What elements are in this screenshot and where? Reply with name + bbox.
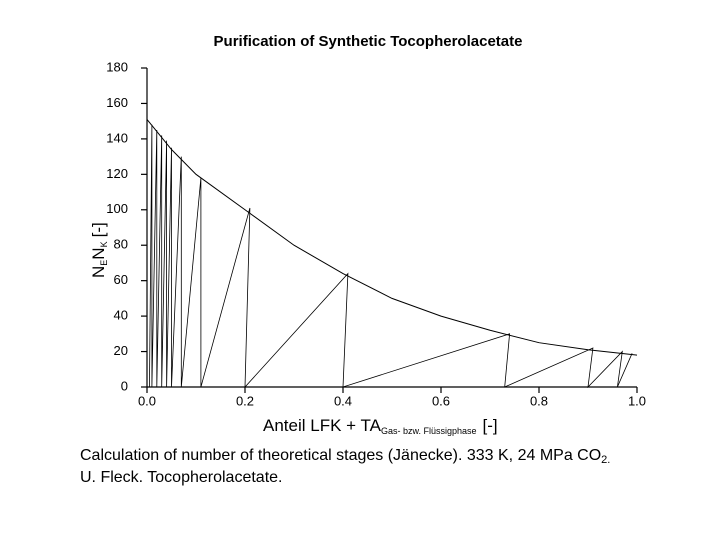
x-tick-label: 0.6 [432, 393, 450, 408]
caption-text: Calculation of number of theoretical sta… [80, 447, 601, 464]
y-tick-label: 100 [106, 201, 128, 216]
y-label-n1: N [89, 266, 108, 278]
stage-lines [149, 124, 633, 389]
y-label-s2: K [99, 241, 109, 247]
y-tick-label: 0 [121, 378, 128, 393]
y-tick-label: 40 [114, 308, 128, 323]
caption-line-2: U. Fleck. Tocopherolacetate. [80, 469, 282, 486]
y-tick-label: 160 [106, 95, 128, 110]
x-axis-label: Anteil LFK + TAGas- bzw. Flüssigphase [-] [263, 416, 498, 436]
y-label-s1: E [99, 260, 109, 266]
y-label-unit: [-] [89, 222, 108, 237]
y-axis-label: NENK[-] [89, 222, 109, 278]
y-tick-label: 80 [114, 237, 128, 252]
x-tick-label: 0.8 [530, 393, 548, 408]
x-tick-label: 0.4 [334, 393, 352, 408]
y-label-n2: N [89, 247, 108, 259]
caption-line-1: Calculation of number of theoretical sta… [80, 447, 610, 466]
x-label-main: Anteil LFK + TA [263, 416, 382, 435]
chart-title: Purification of Synthetic Tocopherolacet… [214, 33, 523, 50]
y-tick-label: 20 [114, 343, 128, 358]
x-label-unit: [-] [483, 416, 498, 435]
y-tick-label: 180 [106, 59, 128, 74]
envelope-curve [146, 119, 638, 356]
y-tick-label: 60 [114, 272, 128, 287]
y-tick-label: 120 [106, 166, 128, 181]
y-tick-label: 140 [106, 130, 128, 145]
x-label-sub: Gas- bzw. Flüssigphase [381, 426, 477, 436]
caption-sub: 2. [601, 454, 610, 466]
x-tick-label: 0.0 [138, 393, 156, 408]
x-tick-label: 1.0 [628, 393, 646, 408]
x-tick-label: 0.2 [236, 393, 254, 408]
